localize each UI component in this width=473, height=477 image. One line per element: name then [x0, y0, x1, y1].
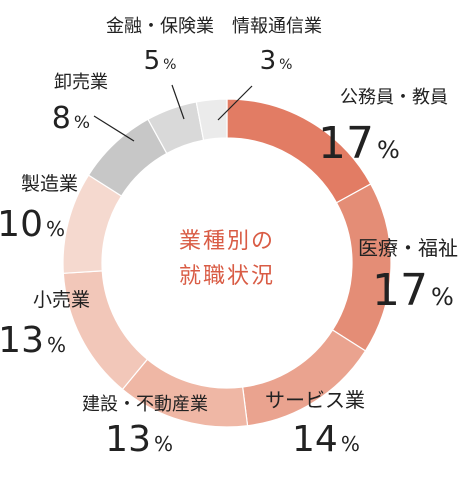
leader-line	[93, 115, 135, 142]
slice-value-number: 10	[0, 204, 43, 245]
slice-label: 情報通信業	[232, 16, 322, 37]
slice-value-number: 3	[260, 46, 277, 76]
slice-value-number: 17	[372, 265, 428, 316]
slice-label: 製造業	[21, 173, 78, 195]
slice-value-number: 8	[52, 101, 71, 136]
pie-slice	[195, 98, 228, 141]
slice-value-number: 13	[0, 320, 44, 361]
slice-label: 卸売業	[54, 72, 108, 93]
slice-value-unit: %	[377, 136, 400, 164]
slice-label: 建設・不動産業	[82, 394, 208, 415]
slice-label: 公務員・教員	[340, 87, 448, 108]
slice-value-label: 14%	[292, 419, 360, 460]
slice-value-label: 8%	[52, 101, 90, 136]
slice-value-unit: %	[341, 432, 360, 456]
slice-value-label: 17%	[372, 265, 454, 316]
slice-value-label: 5%	[144, 46, 177, 76]
slice-label: 小売業	[33, 289, 90, 311]
slice-value-label: 13%	[0, 320, 66, 361]
slice-value-unit: %	[46, 217, 65, 241]
slice-value-unit: %	[431, 283, 454, 311]
chart-title-line-2: 就職状況	[179, 264, 275, 289]
slice-value-label: 3%	[260, 46, 293, 76]
slice-value-unit: %	[154, 432, 173, 456]
leader-line	[171, 84, 185, 120]
slice-value-unit: %	[74, 113, 90, 133]
slice-value-unit: %	[47, 333, 66, 357]
slice-value-unit: %	[279, 57, 292, 73]
slice-value-number: 17	[318, 118, 374, 169]
slice-label: サービス業	[265, 388, 365, 412]
leader-lines	[93, 84, 253, 142]
chart-title: 業種別の 就職状況	[179, 229, 275, 289]
slice-label: 医療・福祉	[358, 236, 458, 260]
slice-labels: 公務員・教員 17 % 医療・福祉 17 % サービス業 14 % 建設・不動産業 13 % 小売業 13…	[0, 16, 458, 460]
slice-value-label: 17%	[318, 118, 400, 169]
slice-value-number: 14	[292, 419, 338, 460]
slice-value-number: 13	[105, 419, 151, 460]
chart-title-line-1: 業種別の	[179, 229, 275, 254]
slice-value-number: 5	[144, 46, 161, 76]
leader-line	[217, 85, 253, 121]
slice-value-label: 10%	[0, 204, 65, 245]
slice-value-unit: %	[163, 57, 176, 73]
slice-label: 金融・保険業	[106, 16, 214, 37]
slices-layer	[62, 98, 392, 428]
slice-value-label: 13%	[105, 419, 173, 460]
